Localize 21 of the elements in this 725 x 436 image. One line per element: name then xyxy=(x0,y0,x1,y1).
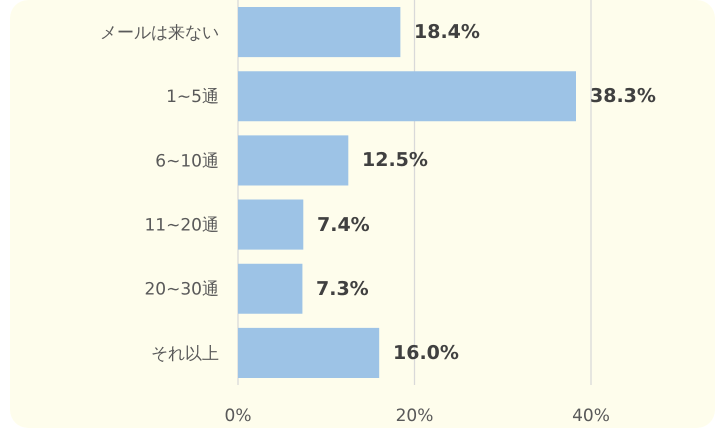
bar xyxy=(238,264,302,314)
bar xyxy=(238,71,576,122)
x-tick-label: 20% xyxy=(396,406,434,426)
y-tick-label: 11~20通 xyxy=(144,216,219,236)
data-label: 7.4% xyxy=(317,214,370,236)
y-tick-label: それ以上 xyxy=(151,344,219,364)
x-tick-label: 0% xyxy=(224,406,252,426)
bar xyxy=(238,135,348,186)
y-tick-label: メールは来ない xyxy=(100,23,219,44)
data-label: 38.3% xyxy=(590,85,656,107)
data-label: 18.4% xyxy=(414,21,480,43)
bar xyxy=(238,7,400,58)
bar xyxy=(238,200,304,250)
data-label: 16.0% xyxy=(393,342,459,364)
data-label: 12.5% xyxy=(362,149,428,171)
y-tick-label: 1~5通 xyxy=(166,87,219,108)
y-tick-label: 20~30通 xyxy=(144,280,219,300)
x-tick-label: 40% xyxy=(572,406,610,426)
data-label: 7.3% xyxy=(316,278,369,300)
y-tick-label: 6~10通 xyxy=(155,151,219,172)
bar xyxy=(238,328,380,378)
